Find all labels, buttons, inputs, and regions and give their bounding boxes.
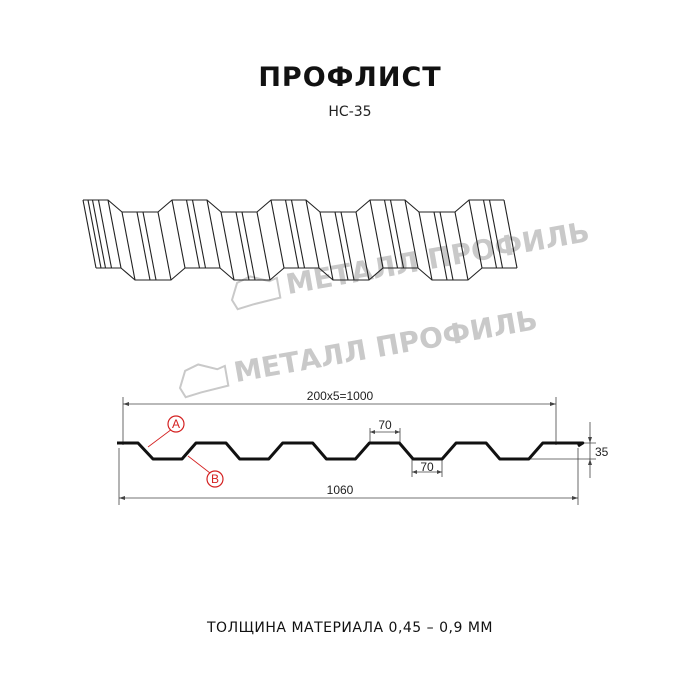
pitch-label: 200x5=1000	[307, 389, 374, 403]
sheet-fold-line	[355, 211, 370, 281]
sheet-rib-line	[241, 211, 256, 281]
sheet-rib-line	[284, 199, 300, 269]
sheet-fold-line	[503, 199, 518, 269]
svg-text:A: A	[172, 417, 180, 431]
sheet-rib-line	[191, 199, 207, 269]
width-label: 1060	[327, 483, 354, 497]
sheet-fold-line	[220, 211, 235, 281]
sheet-fold-line	[319, 211, 334, 281]
sheet-fold-line	[418, 211, 433, 281]
sheet-fold-line	[369, 199, 384, 269]
sheet-edge-rib	[87, 199, 102, 269]
sheet-fold-line	[404, 199, 419, 269]
sheet-fold-line	[107, 199, 122, 269]
logo-icon	[230, 275, 282, 311]
side-b-marker: B	[187, 455, 224, 488]
sheet-rib-line	[488, 199, 504, 269]
sheet-rib-line	[334, 211, 349, 281]
sheet-fold-line	[157, 211, 172, 281]
bottom-width-label: 70	[420, 460, 434, 474]
sheet-fold-line	[305, 199, 320, 269]
logo-icon	[178, 363, 230, 399]
sheet-rib-line	[433, 211, 448, 281]
watermark-text: МЕТАЛЛ ПРОФИЛЬ	[231, 303, 540, 389]
sheet-fold-line	[121, 211, 136, 281]
sheet-rib-line	[235, 211, 250, 281]
sheet-rib-line	[97, 199, 113, 269]
height-label: 35	[595, 445, 609, 459]
sheet-rib-line	[136, 211, 151, 281]
sheet-rib-line	[340, 211, 355, 281]
watermark-text: МЕТАЛЛ ПРОФИЛЬ	[283, 215, 592, 301]
side-a-marker: A	[147, 415, 185, 448]
profile-section	[117, 441, 585, 461]
sheet-rib-line	[185, 199, 201, 269]
material-thickness: ТОЛЩИНА МАТЕРИАЛА 0,45 – 0,9 ММ	[207, 620, 493, 636]
sheet-fold-line	[454, 211, 469, 281]
sheet-fold-line	[468, 199, 483, 269]
sheet-rib-line	[290, 199, 306, 269]
dimension-lines	[118, 397, 596, 505]
top-width-label: 70	[378, 418, 392, 432]
sheet-rib-line	[389, 199, 405, 269]
svg-text:B: B	[211, 472, 219, 486]
sheet-front-edge	[96, 267, 517, 281]
sheet-back-edge	[83, 199, 504, 213]
watermark-profile: МЕТАЛЛ ПРОФИЛЬ	[178, 303, 540, 399]
sheet-fold-line	[256, 211, 271, 281]
sheet-fold-line	[82, 199, 97, 269]
profile-model: НС-35	[328, 104, 372, 120]
sheet-fold-line	[206, 199, 221, 269]
sheet-fold-line	[270, 199, 285, 269]
sheet-rib-line	[91, 199, 107, 269]
sheet-3d-view	[82, 199, 518, 281]
sheet-rib-line	[439, 211, 454, 281]
page-title: ПРОФЛИСТ	[258, 62, 442, 93]
sheet-fold-line	[171, 199, 186, 269]
sheet-rib-line	[482, 199, 498, 269]
sheet-rib-line	[142, 211, 157, 281]
sheet-rib-line	[383, 199, 399, 269]
